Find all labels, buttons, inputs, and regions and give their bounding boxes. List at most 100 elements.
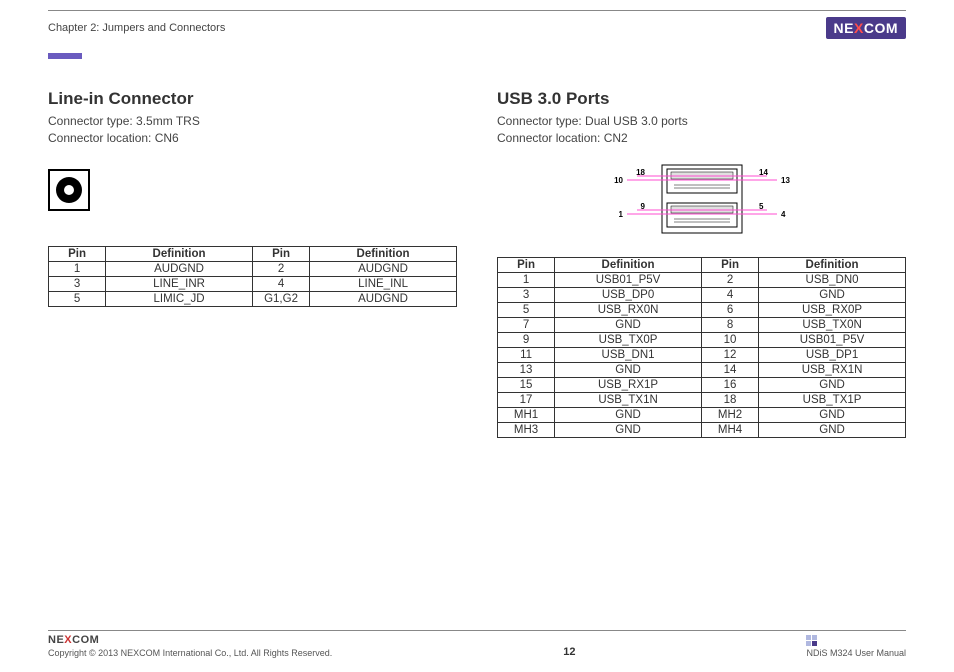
table-row: 3LINE_INR4LINE_INL xyxy=(49,276,457,291)
table-cell: 4 xyxy=(252,276,309,291)
table-cell: USB_DN1 xyxy=(555,347,702,362)
pin-label-14: 14 xyxy=(759,168,768,177)
footer-logo: NEXCOM xyxy=(48,634,332,646)
table-row: 3USB_DP04GND xyxy=(498,287,906,302)
col-def: Definition xyxy=(106,246,253,261)
footer-right: NDiS M324 User Manual xyxy=(806,635,906,658)
table-cell: 2 xyxy=(701,272,758,287)
table-cell: MH4 xyxy=(701,422,758,437)
table-cell: G1,G2 xyxy=(252,291,309,306)
table-cell: 16 xyxy=(701,377,758,392)
table-cell: 7 xyxy=(498,317,555,332)
line-in-pin-table: Pin Definition Pin Definition 1AUDGND2AU… xyxy=(48,246,457,307)
col-def: Definition xyxy=(555,257,702,272)
table-cell: GND xyxy=(555,422,702,437)
logo-x: X xyxy=(854,20,864,36)
table-cell: USB_RX1P xyxy=(555,377,702,392)
col-pin: Pin xyxy=(498,257,555,272)
table-cell: USB01_P5V xyxy=(759,332,906,347)
col-def: Definition xyxy=(310,246,457,261)
table-cell: GND xyxy=(759,287,906,302)
table-cell: 14 xyxy=(701,362,758,377)
table-cell: 9 xyxy=(498,332,555,347)
col-pin: Pin xyxy=(252,246,309,261)
line-in-type: Connector type: 3.5mm TRS xyxy=(48,113,457,130)
table-cell: 5 xyxy=(498,302,555,317)
accent-bar xyxy=(48,53,82,59)
footer-ornament-icon xyxy=(806,635,906,646)
table-cell: MH3 xyxy=(498,422,555,437)
table-cell: 1 xyxy=(49,261,106,276)
table-row: 7GND8USB_TX0N xyxy=(498,317,906,332)
chapter-title: Chapter 2: Jumpers and Connectors xyxy=(48,22,225,34)
logo-pre: NE xyxy=(834,20,854,36)
table-cell: 17 xyxy=(498,392,555,407)
pin-label-4: 4 xyxy=(781,210,786,219)
table-cell: GND xyxy=(759,377,906,392)
usb-pin-table: Pin Definition Pin Definition 1USB01_P5V… xyxy=(497,257,906,438)
table-cell: USB_DP0 xyxy=(555,287,702,302)
usb-location: Connector location: CN2 xyxy=(497,130,906,147)
usb-section: USB 3.0 Ports Connector type: Dual USB 3… xyxy=(497,89,906,438)
table-row: MH1GNDMH2GND xyxy=(498,407,906,422)
usb-heading: USB 3.0 Ports xyxy=(497,89,906,109)
line-in-heading: Line-in Connector xyxy=(48,89,457,109)
table-row: 5USB_RX0N6USB_RX0P xyxy=(498,302,906,317)
page-number: 12 xyxy=(563,646,575,658)
manual-name: NDiS M324 User Manual xyxy=(806,648,906,658)
table-cell: USB_TX0P xyxy=(555,332,702,347)
usb-tbody: 1USB01_P5V2USB_DN03USB_DP04GND5USB_RX0N6… xyxy=(498,272,906,437)
table-row: 17USB_TX1N18USB_TX1P xyxy=(498,392,906,407)
table-cell: USB_TX1P xyxy=(759,392,906,407)
pin-label-9: 9 xyxy=(640,202,645,211)
table-row: 15USB_RX1P16GND xyxy=(498,377,906,392)
table-cell: 3 xyxy=(49,276,106,291)
table-cell: USB_TX1N xyxy=(555,392,702,407)
table-row: 13GND14USB_RX1N xyxy=(498,362,906,377)
line-in-location: Connector location: CN6 xyxy=(48,130,457,147)
usb-type: Connector type: Dual USB 3.0 ports xyxy=(497,113,906,130)
table-cell: LINE_INR xyxy=(106,276,253,291)
table-cell: 8 xyxy=(701,317,758,332)
pin-label-5: 5 xyxy=(759,202,764,211)
table-cell: MH2 xyxy=(701,407,758,422)
table-cell: GND xyxy=(555,362,702,377)
table-row: 9USB_TX0P10USB01_P5V xyxy=(498,332,906,347)
col-pin: Pin xyxy=(49,246,106,261)
pin-label-10: 10 xyxy=(614,176,623,185)
table-row: MH3GNDMH4GND xyxy=(498,422,906,437)
table-cell: LIMIC_JD xyxy=(106,291,253,306)
table-cell: 10 xyxy=(701,332,758,347)
pin-label-1: 1 xyxy=(618,210,623,219)
table-cell: 13 xyxy=(498,362,555,377)
table-cell: GND xyxy=(759,422,906,437)
table-cell: 2 xyxy=(252,261,309,276)
table-cell: AUDGND xyxy=(106,261,253,276)
table-header-row: Pin Definition Pin Definition xyxy=(498,257,906,272)
logo-post: COM xyxy=(864,20,898,36)
table-cell: 6 xyxy=(701,302,758,317)
table-cell: USB_DP1 xyxy=(759,347,906,362)
table-cell: 1 xyxy=(498,272,555,287)
line-in-tbody: 1AUDGND2AUDGND3LINE_INR4LINE_INL5LIMIC_J… xyxy=(49,261,457,306)
table-cell: LINE_INL xyxy=(310,276,457,291)
table-cell: USB_TX0N xyxy=(759,317,906,332)
table-cell: 11 xyxy=(498,347,555,362)
table-cell: USB_DN0 xyxy=(759,272,906,287)
footer-left: NEXCOM Copyright © 2013 NEXCOM Internati… xyxy=(48,634,332,658)
table-cell: GND xyxy=(555,317,702,332)
table-cell: GND xyxy=(759,407,906,422)
nexcom-logo: NEXCOM xyxy=(826,17,906,39)
table-cell: 18 xyxy=(701,392,758,407)
table-cell: 5 xyxy=(49,291,106,306)
table-cell: GND xyxy=(555,407,702,422)
line-in-section: Line-in Connector Connector type: 3.5mm … xyxy=(48,89,457,438)
table-row: 1USB01_P5V2USB_DN0 xyxy=(498,272,906,287)
table-row: 11USB_DN112USB_DP1 xyxy=(498,347,906,362)
table-cell: 15 xyxy=(498,377,555,392)
table-row: 5LIMIC_JDG1,G2AUDGND xyxy=(49,291,457,306)
table-cell: USB_RX1N xyxy=(759,362,906,377)
audio-jack-diagram xyxy=(48,169,457,216)
pin-label-18: 18 xyxy=(636,168,645,177)
table-cell: USB_RX0P xyxy=(759,302,906,317)
